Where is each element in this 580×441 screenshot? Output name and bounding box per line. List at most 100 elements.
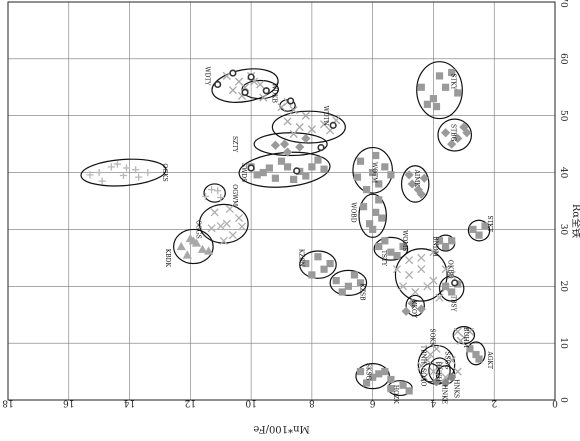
square-point	[454, 89, 462, 97]
plus-point	[119, 171, 128, 180]
circle-point	[247, 164, 255, 172]
square-point	[369, 168, 377, 177]
circle-point	[214, 80, 222, 89]
cluster-ellipse	[173, 228, 214, 265]
square-point	[372, 151, 380, 160]
square-point	[442, 83, 450, 91]
cluster-label: WDKB	[270, 83, 277, 103]
square-point	[259, 168, 267, 177]
cluster-label: KZSB	[359, 283, 366, 301]
cluster-label: BNDM	[431, 236, 438, 257]
cluster-label: SSGG	[444, 351, 451, 369]
diamond-point	[404, 170, 414, 180]
cluster-ellipse	[198, 203, 249, 244]
diamond-point	[447, 139, 457, 149]
square-point	[417, 83, 425, 91]
x-tick-label: 4	[430, 397, 436, 407]
square-point	[359, 203, 368, 211]
cross-point	[237, 222, 247, 231]
y-tick-label: 40	[558, 167, 568, 179]
cross-point	[453, 367, 462, 376]
cluster-label: STKY	[450, 73, 457, 90]
square-point	[375, 196, 383, 204]
plus-point	[214, 187, 222, 195]
x-tick-label: 14	[124, 397, 136, 407]
cluster-label: SZTY	[231, 136, 238, 153]
square-point	[362, 186, 371, 194]
y-tick-label: 20	[558, 281, 568, 293]
square-point	[265, 164, 273, 172]
cluster-ellipse	[394, 248, 448, 302]
cluster-label: WOTM	[371, 162, 378, 183]
square-point	[344, 282, 352, 290]
cross-point	[219, 236, 228, 245]
cluster-label: SOKK	[428, 328, 435, 347]
cluster-ellipse	[299, 250, 337, 279]
plus-point	[132, 166, 140, 174]
x-tick-label: 0	[552, 397, 558, 407]
triangle-point	[176, 241, 186, 251]
square-point	[332, 277, 340, 285]
cross-point	[228, 231, 237, 240]
square-point	[356, 367, 365, 376]
cluster-label: HNKH	[434, 361, 441, 381]
cross-point	[417, 265, 426, 274]
square-point	[381, 163, 389, 171]
square-point	[253, 171, 261, 179]
square-point	[387, 171, 395, 179]
circle-point	[241, 88, 249, 97]
square-point	[314, 253, 322, 261]
circle-point	[262, 87, 270, 95]
cluster-label: HNKE	[441, 385, 448, 404]
cluster-label: HNKS	[453, 379, 460, 398]
square-point	[472, 350, 480, 359]
circle-point	[247, 73, 255, 81]
cluster-label: BUHM	[462, 327, 469, 348]
square-point	[308, 271, 316, 279]
diamond-point	[282, 147, 293, 157]
cluster-ellipse	[271, 110, 346, 144]
circle-point	[329, 121, 337, 129]
cross-point	[429, 248, 438, 257]
cluster-ellipse	[467, 219, 491, 242]
diamond-point	[416, 189, 426, 199]
cluster-label: OKBD	[447, 260, 454, 279]
square-point	[314, 156, 322, 164]
x-tick-label: 10	[245, 397, 257, 407]
cross-point	[289, 105, 298, 115]
cluster-ellipse	[80, 158, 167, 187]
cluster-ellipse	[405, 294, 425, 317]
square-point	[326, 259, 334, 268]
cluster-label: SKSG	[365, 363, 372, 381]
cluster-label: OGKS	[161, 163, 168, 181]
square-point	[475, 355, 483, 363]
square-point	[375, 370, 383, 378]
diamond-point	[441, 128, 451, 138]
cluster-label: STKT	[486, 215, 493, 232]
square-point	[448, 237, 456, 245]
cluster-label: KBDK	[164, 249, 171, 268]
cluster-ellipse	[203, 183, 226, 203]
cluster-label: TBNH	[419, 345, 426, 364]
square-point	[369, 225, 377, 234]
diamond-point	[419, 173, 429, 183]
triangle-point	[203, 246, 214, 255]
square-point	[435, 72, 444, 80]
square-point	[271, 174, 280, 182]
square-point	[356, 279, 365, 287]
x-tick-label: 18	[2, 397, 14, 407]
square-point	[378, 214, 386, 222]
cluster-ellipse	[358, 193, 387, 238]
plus-point	[201, 192, 210, 201]
cross-point	[441, 373, 450, 382]
cross-point	[423, 356, 432, 365]
x-tick-label: 2	[491, 397, 497, 407]
triangle-point	[197, 244, 208, 253]
cluster-label: AIMK	[413, 169, 420, 188]
cluster-ellipse	[438, 275, 465, 302]
cluster-ellipse	[238, 151, 331, 188]
cluster-ellipse	[329, 269, 368, 296]
plus-point	[86, 171, 94, 179]
cross-point	[234, 213, 244, 223]
